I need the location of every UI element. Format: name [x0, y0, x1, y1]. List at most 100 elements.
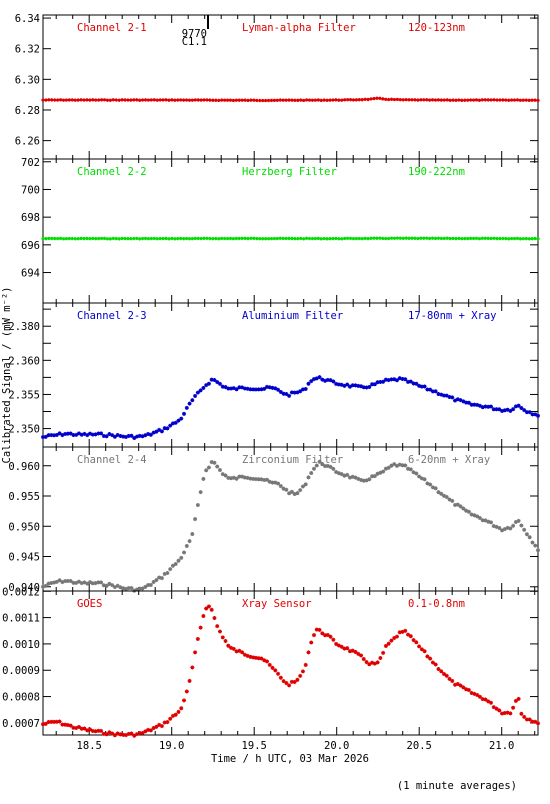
panel-3-y-tick-label: 2.380: [8, 321, 40, 333]
panel-3-data-point: [93, 432, 98, 437]
panel-5-data-point: [46, 720, 51, 725]
panel-1-data-point: [114, 98, 118, 102]
panel-2-data-point: [419, 236, 423, 240]
panel-4-data-point: [530, 540, 535, 545]
panel-5-data-point: [234, 649, 239, 654]
panel-1-y-tick-label: 6.30: [15, 74, 40, 86]
panel-5-filter-label: Xray Sensor: [242, 598, 312, 610]
panel-4-data-point: [403, 463, 408, 468]
panel-4-data-point: [209, 460, 214, 465]
panel-1-data-point: [73, 98, 77, 102]
panel-1-data-point: [217, 98, 221, 103]
panel-4-data-point: [433, 486, 438, 491]
panel-3-data-point: [143, 433, 148, 438]
panel-5-data-point: [513, 698, 518, 703]
panel-1-data-point: [313, 98, 318, 102]
panel-3-data-point: [278, 389, 283, 394]
panel-4-data-point: [422, 477, 427, 482]
panel-5-data-point: [223, 638, 228, 643]
panel-3-data-point: [193, 393, 198, 398]
panel-4-data-point: [406, 466, 411, 471]
panel-3-data-point: [533, 412, 538, 417]
panel-3-data-point: [530, 412, 535, 417]
panel-2-data-point: [146, 236, 151, 241]
panel-2-data-point: [111, 236, 115, 241]
panel-5-data-point: [375, 660, 380, 665]
panel-2-data-point: [509, 236, 514, 241]
panel-2-data-point: [240, 236, 244, 241]
panel-5-data-point: [107, 730, 112, 735]
panel-3-data-point: [406, 379, 411, 384]
panel-3-data-point: [295, 390, 300, 395]
panel-4-data-point: [46, 581, 51, 586]
panel-5-data-point: [533, 719, 538, 724]
panel-2-data-point: [231, 236, 236, 241]
panel-4-data-point: [168, 567, 173, 572]
panel-4-data-point: [204, 468, 209, 473]
panel-2-data-point: [114, 236, 118, 241]
panel-4-data-point: [522, 527, 527, 532]
panel-5-data-point: [284, 681, 289, 686]
panel-5-data-point: [96, 728, 101, 733]
panel-5-y-tick-label: 0.0008: [2, 692, 40, 704]
panel-1-data-point: [375, 96, 379, 100]
panel-4-data-point: [276, 481, 281, 486]
panel-1-data-point: [340, 98, 344, 102]
panel-5-data-point: [168, 716, 173, 721]
panel-1-data-point: [249, 98, 253, 102]
panel-3-data-point: [110, 433, 115, 438]
panel-4-data-point: [93, 581, 98, 586]
panel-2-data-point: [299, 236, 303, 241]
panel-1-data-point: [53, 98, 57, 102]
panel-1-data-point: [439, 98, 444, 102]
panel-1-data-point: [158, 98, 162, 102]
panel-3-data-point: [339, 382, 344, 387]
panel-3-data-point: [220, 384, 225, 389]
panel-1-data-point: [255, 98, 259, 103]
panel-2-data-point: [135, 236, 139, 241]
panel-5-data-point: [256, 656, 261, 661]
panel-4-data-point: [140, 586, 145, 591]
panel-5-data-point: [143, 729, 148, 734]
panel-4-data-point: [182, 550, 187, 555]
panel-3-data-point: [378, 379, 383, 384]
panel-2-data-point: [44, 236, 48, 241]
panel-4-data-point: [190, 532, 195, 537]
panel-5-data-point: [276, 671, 281, 676]
panel-3-data-point: [182, 411, 187, 416]
panel-3-data-point: [345, 382, 350, 387]
panel-3-data-point: [419, 384, 424, 389]
panel-4-data-point: [60, 580, 65, 585]
panel-1-data-point: [196, 98, 200, 102]
panel-3-data-point: [508, 408, 513, 413]
panel-5-data-point: [110, 731, 115, 736]
panel-5-data-point: [212, 616, 217, 621]
panel-3-data-point: [461, 399, 466, 404]
panel-1-y-tick-label: 6.32: [15, 44, 40, 56]
panel-5-data-point: [204, 606, 209, 611]
panel-2-data-point: [161, 236, 165, 241]
panel-5-data-point: [447, 676, 452, 681]
panel-5-data-point: [508, 711, 513, 716]
panel-5-data-point: [251, 655, 256, 660]
panel-2-y-tick-label: 702: [21, 157, 40, 169]
panel-5-data-point: [231, 646, 236, 651]
panel-5-band-label: 0.1-0.8nm: [408, 598, 465, 610]
panel-1-data-point: [351, 98, 356, 102]
panel-5-data-point: [317, 627, 322, 632]
panel-5-data-point: [361, 657, 366, 662]
panel-2-data-point: [117, 237, 121, 241]
panel-3-data-point: [428, 387, 433, 392]
panel-1-data-point: [416, 98, 420, 102]
panel-4-data-point: [287, 491, 292, 496]
panel-1-data-point: [202, 98, 206, 102]
panel-2-data-point: [392, 236, 397, 241]
panel-5-data-point: [90, 729, 95, 734]
panel-3-data-point: [444, 393, 449, 398]
panel-3-data-point: [466, 400, 471, 405]
panel-3-data-point: [519, 406, 524, 411]
panel-2-data-point: [442, 236, 446, 241]
panel-2-data-point: [504, 236, 508, 241]
panel-3-data-point: [309, 379, 314, 384]
panel-4-data-point: [339, 472, 344, 477]
